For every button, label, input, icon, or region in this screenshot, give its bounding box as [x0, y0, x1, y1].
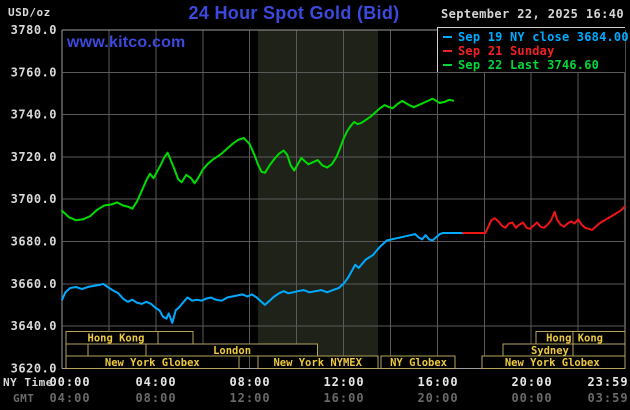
ny-time-tick-label: 23:59	[587, 375, 628, 389]
market-session-box	[157, 331, 194, 345]
market-session-box	[380, 355, 456, 369]
price-unit-label: USD/oz	[8, 6, 51, 19]
series-line-1	[462, 205, 626, 234]
gmt-tick-label: 16:00	[323, 391, 364, 405]
y-axis-tick-label: 3740.0	[11, 108, 57, 122]
market-session-label: NY Globex	[390, 357, 448, 369]
market-session-box	[65, 343, 89, 357]
ny-time-tick-label: 00:00	[49, 375, 90, 389]
legend-label-sep22: Sep 22 Last 3746.60	[458, 58, 600, 72]
y-axis-tick-label: 3700.0	[11, 192, 57, 206]
series-line-2	[61, 97, 455, 222]
ny-time-axis-label: NY Time	[3, 376, 53, 389]
legend-label-sep19: Sep 19 NY close 3684.00	[458, 30, 629, 44]
y-axis-tick-label: 3660.0	[11, 277, 57, 291]
market-session-label: Hong Kong	[88, 333, 145, 345]
market-session-box	[257, 355, 379, 369]
market-session-label: New York NYMEX	[273, 357, 362, 369]
gmt-tick-label: 00:00	[511, 391, 552, 405]
y-axis-tick-label: 3760.0	[11, 65, 57, 79]
market-session-label: Sydney	[531, 345, 570, 357]
market-session-label: Hong Kong	[546, 333, 603, 345]
market-session-label: New York Globex	[105, 357, 201, 369]
market-session-label: New York Globex	[505, 357, 601, 369]
chart-legend: Sep 19 NY close 3684.00 Sep 21 Sunday Se…	[437, 27, 629, 72]
legend-label-sep21: Sep 21 Sunday	[458, 44, 555, 58]
chart-datetime: September 22, 2025 16:40	[441, 7, 624, 21]
sep22-line-swatch	[443, 64, 452, 66]
gmt-axis-label: GMT	[13, 392, 35, 405]
ny-time-tick-label: 08:00	[229, 375, 270, 389]
series-line-0	[61, 232, 465, 324]
ny-time-tick-label: 04:00	[135, 375, 176, 389]
kitco-watermark-link[interactable]: www.kitco.com	[67, 34, 186, 51]
market-session-box	[481, 355, 626, 369]
y-axis-tick-label: 3620.0	[11, 361, 57, 375]
market-session-box	[87, 343, 147, 357]
chart-title: 24 Hour Spot Gold (Bid)	[188, 3, 400, 23]
market-session-box	[572, 343, 626, 357]
sep19-line-swatch	[443, 36, 452, 38]
y-axis-tick-label: 3720.0	[11, 150, 57, 164]
y-axis-tick-label: 3640.0	[11, 319, 57, 333]
sep21-line-swatch	[443, 50, 452, 52]
market-session-box	[65, 355, 240, 369]
legend-row-sep22: Sep 22 Last 3746.60	[443, 58, 625, 72]
gmt-tick-label: 20:00	[417, 391, 458, 405]
y-axis-tick-label: 3780.0	[11, 23, 57, 37]
gmt-tick-label: 08:00	[135, 391, 176, 405]
gmt-tick-label: 04:00	[49, 391, 90, 405]
ny-time-tick-label: 20:00	[511, 375, 552, 389]
ny-time-tick-label: 16:00	[417, 375, 458, 389]
gmt-tick-label: 12:00	[229, 391, 270, 405]
gmt-tick-label: 03:59	[587, 391, 628, 405]
legend-row-sep21: Sep 21 Sunday	[443, 44, 625, 58]
market-session-label: London	[213, 345, 251, 357]
legend-row-sep19: Sep 19 NY close 3684.00	[443, 30, 629, 44]
ny-time-tick-label: 12:00	[323, 375, 364, 389]
y-axis-tick-label: 3680.0	[11, 235, 57, 249]
